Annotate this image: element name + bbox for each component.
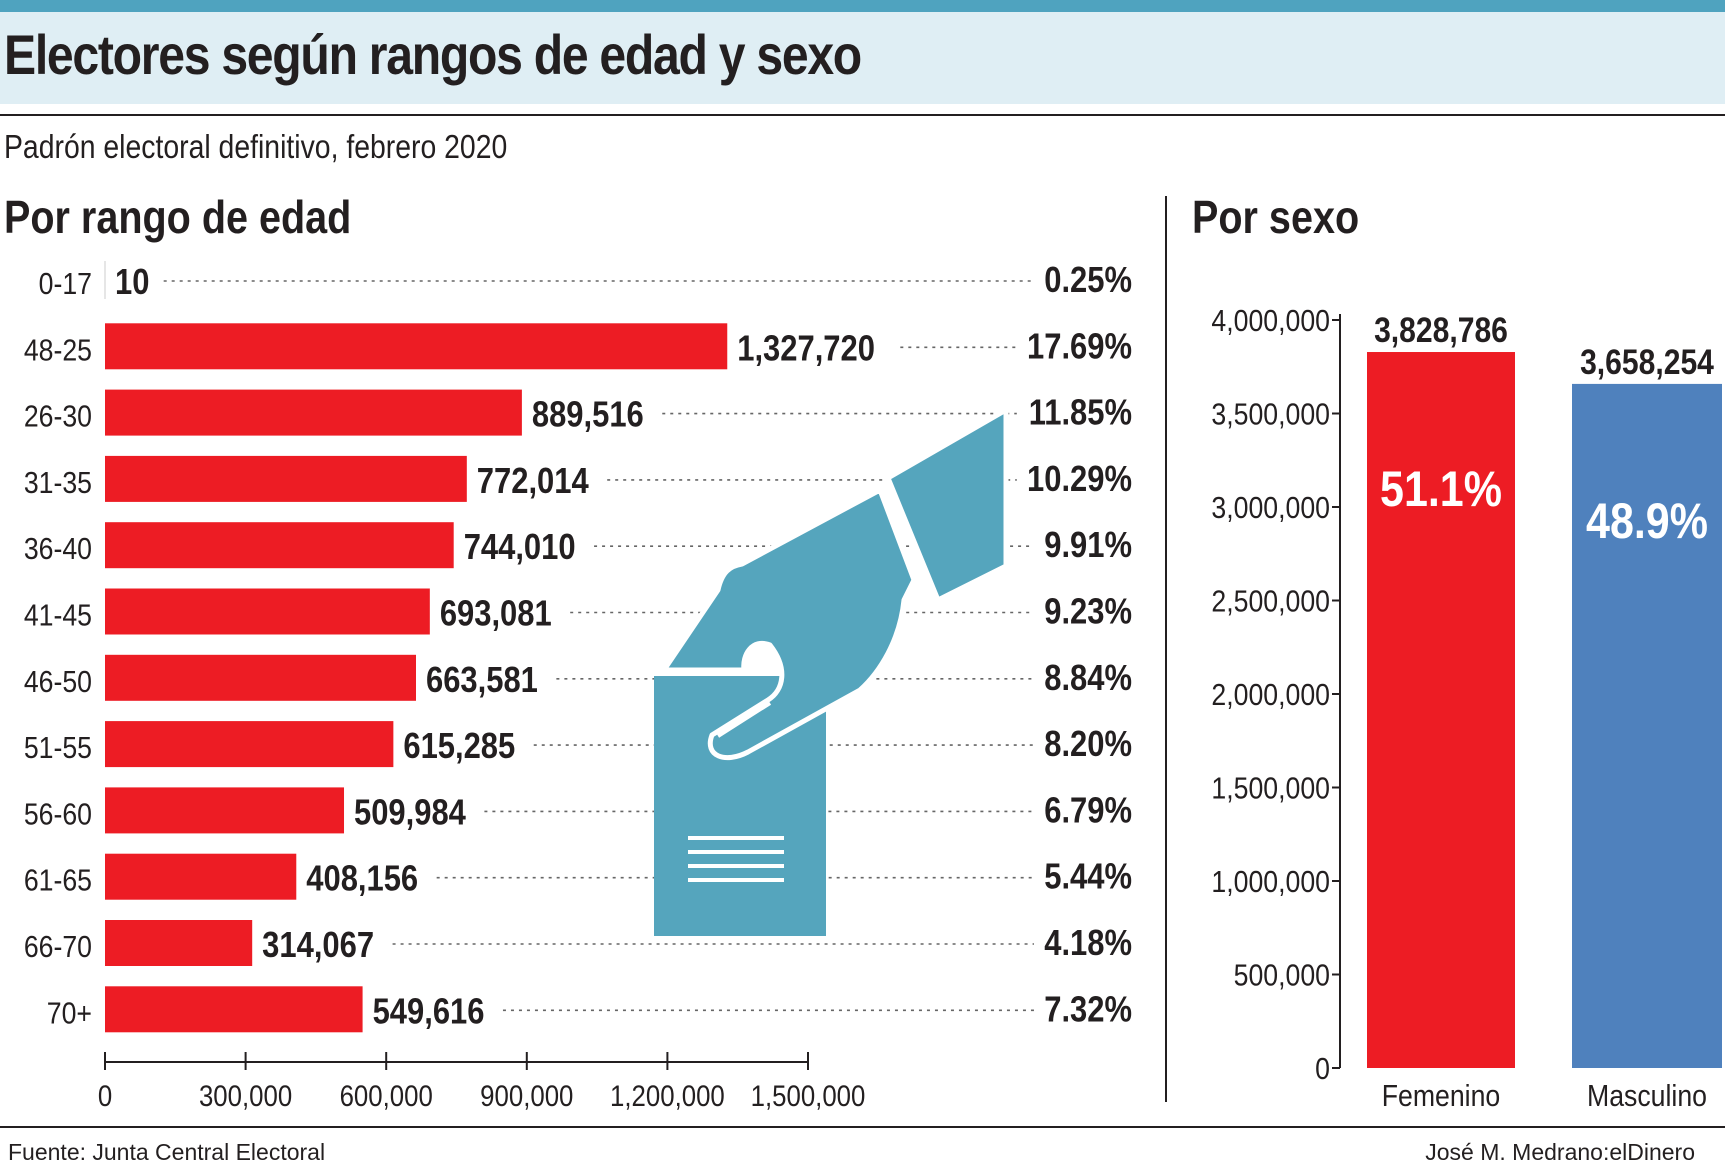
age-bar: [105, 787, 345, 834]
y-tick-label: 3,000,000: [1211, 491, 1330, 525]
y-tick-label: 2,000,000: [1211, 678, 1330, 712]
x-tick-label: 0: [98, 1079, 112, 1112]
age-bar: [105, 522, 454, 569]
age-bar: [105, 323, 728, 370]
footer-rule: [0, 1126, 1725, 1128]
age-bar-chart: 0-17 10 0.25% 48-25 1,327,720 17.69% 26-30 889,…: [24, 261, 1132, 1113]
age-bar: [105, 721, 394, 768]
age-percent-label: 11.85%: [1029, 394, 1132, 434]
age-bar: [105, 986, 363, 1033]
age-percent-label: 9.23%: [1044, 592, 1132, 632]
age-percent-label: 0.25%: [1044, 261, 1132, 301]
sex-value-label: 3,828,786: [1374, 310, 1508, 350]
age-percent-label: 9.91%: [1044, 526, 1132, 566]
age-chart-title: Por rango de edad: [4, 191, 352, 243]
age-category-label: 48-25: [24, 333, 92, 367]
age-value-label: 663,581: [426, 661, 538, 701]
x-tick-label: 900,000: [480, 1079, 573, 1112]
ballot-icon: [654, 407, 1009, 936]
age-percent-label: 8.84%: [1044, 659, 1132, 699]
subtitle: Padrón electoral definitivo, febrero 202…: [4, 128, 508, 165]
age-value-label: 772,014: [477, 462, 589, 502]
age-category-label: 61-65: [24, 864, 92, 898]
age-percent-label: 8.20%: [1044, 725, 1132, 765]
credit-text: José M. Medrano:elDinero: [1425, 1139, 1695, 1165]
y-tick-label: 2,500,000: [1211, 585, 1330, 619]
section-divider: [1165, 196, 1167, 1102]
y-tick-label: 1,000,000: [1211, 865, 1330, 899]
page-title: Electores según rangos de edad y sexo: [4, 23, 862, 86]
y-tick-label: 500,000: [1234, 959, 1330, 993]
sex-category-label: Masculino: [1587, 1079, 1707, 1113]
age-category-label: 26-30: [24, 400, 92, 434]
y-tick-label: 1,500,000: [1211, 772, 1330, 806]
age-bar: [105, 588, 430, 635]
x-tick-label: 1,200,000: [610, 1079, 725, 1112]
y-tick-label: 3,500,000: [1211, 398, 1330, 432]
age-value-label: 408,156: [306, 860, 418, 900]
age-percent-label: 10.29%: [1027, 460, 1132, 500]
age-value-label: 744,010: [464, 528, 576, 568]
age-value-label: 693,081: [440, 594, 552, 634]
title-rule: [0, 114, 1725, 116]
sex-percent-label: 51.1%: [1380, 461, 1502, 517]
age-category-label: 70+: [47, 996, 92, 1030]
age-bar: [105, 654, 416, 701]
age-value-label: 314,067: [262, 926, 374, 966]
x-tick-label: 300,000: [199, 1079, 292, 1112]
age-percent-label: 4.18%: [1044, 924, 1132, 964]
age-bar: [105, 455, 467, 502]
sex-chart-title: Por sexo: [1192, 191, 1360, 243]
age-category-label: 0-17: [39, 267, 92, 301]
accent-band: [0, 0, 1725, 12]
sex-bar: [1572, 383, 1722, 1068]
sex-percent-label: 48.9%: [1586, 493, 1708, 549]
sex-bar: [1367, 352, 1515, 1068]
y-tick-label: 0: [1315, 1052, 1330, 1086]
age-category-label: 46-50: [24, 665, 92, 699]
age-bar: [105, 920, 253, 966]
y-tick-label: 4,000,000: [1211, 304, 1330, 338]
x-tick-label: 600,000: [340, 1079, 433, 1112]
age-percent-label: 7.32%: [1044, 990, 1132, 1030]
age-category-label: 56-60: [24, 798, 92, 832]
age-category-label: 31-35: [24, 466, 92, 500]
age-percent-label: 6.79%: [1044, 791, 1132, 831]
x-tick-label: 1,500,000: [751, 1079, 866, 1112]
age-value-label: 549,616: [373, 992, 485, 1032]
age-value-label: 889,516: [532, 396, 644, 436]
source-text: Fuente: Junta Central Electoral: [8, 1139, 326, 1165]
age-category-label: 36-40: [24, 532, 92, 566]
age-percent-label: 17.69%: [1027, 327, 1132, 367]
sex-bar-chart: 0 500,000 1,000,000 1,500,000 2,000,000 2,500…: [1211, 304, 1722, 1114]
age-value-label: 1,327,720: [737, 329, 875, 369]
age-category-label: 66-70: [24, 930, 92, 964]
age-percent-label: 5.44%: [1044, 858, 1132, 898]
age-value-label: 10: [115, 263, 149, 303]
sex-value-label: 3,658,254: [1580, 342, 1714, 382]
age-category-label: 51-55: [24, 731, 92, 765]
sex-category-label: Femenino: [1382, 1079, 1501, 1113]
age-bar: [105, 389, 522, 436]
title-bar: [0, 12, 1725, 104]
age-bar: [105, 853, 297, 900]
age-value-label: 509,984: [354, 793, 466, 833]
age-category-label: 41-45: [24, 599, 92, 633]
age-value-label: 615,285: [403, 727, 515, 767]
